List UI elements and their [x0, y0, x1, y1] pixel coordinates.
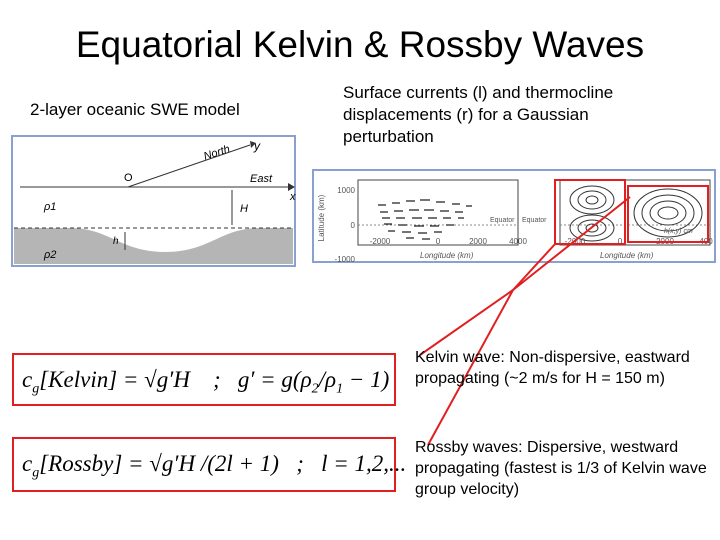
y-label: y — [253, 139, 261, 153]
equation-part: /ρ — [318, 367, 337, 392]
connector-lines — [419, 196, 631, 446]
equation-part: 1 — [336, 381, 344, 397]
equation-part: [Kelvin] = √g′H — [39, 367, 190, 392]
equation-part: c — [22, 367, 33, 392]
rho1-label: ρ1 — [43, 201, 56, 213]
x-label: x — [289, 191, 296, 203]
title: Equatorial Kelvin & Rossby Waves — [75, 24, 645, 65]
equation-part: c — [22, 451, 33, 476]
east-label: East — [250, 173, 273, 185]
equation-part: 2 — [311, 381, 319, 397]
equation-part: g — [32, 465, 40, 481]
equation-part: − 1) — [343, 367, 390, 392]
equation-part: l = 1,2,... — [321, 451, 407, 476]
x-tick: 0 — [436, 237, 441, 246]
wave-plots: Latitude (km) 1000 0 -1000 -2000 0 2000 … — [312, 169, 716, 264]
right-caption: Surface currents (l) and thermocline dis… — [343, 83, 614, 146]
x-tick: 0 — [618, 237, 623, 246]
rho2-label: ρ2 — [43, 249, 56, 261]
y-axis-title: Latitude (km) — [317, 194, 326, 241]
kelvin-text: Kelvin wave: Non-dispersive, eastward pr… — [415, 349, 690, 387]
depth-label: H — [240, 203, 248, 215]
left-caption: 2-layer oceanic SWE model — [30, 100, 240, 119]
rossby-equation: cg[Rossby] = √g′H /(2l + 1) ; l = 1,2,..… — [12, 437, 406, 492]
kelvin-equation: cg[Kelvin] = √g′H ; g′ = g(ρ2/ρ1 − 1) — [12, 353, 396, 406]
equation-part: [Rossby] = √g′H /(2l + 1) — [39, 451, 279, 476]
layer-diagram: North y O East x ρ1 H h ρ2 — [11, 135, 296, 267]
x-axis-title: Longitude (km) — [420, 251, 474, 260]
y-tick: 1000 — [337, 186, 355, 195]
x-tick: 2000 — [469, 237, 487, 246]
x-tick: -2000 — [370, 237, 391, 246]
h-label: h — [113, 236, 119, 247]
field-label: h(x,y) cm — [664, 228, 693, 235]
x-tick: 4000 — [509, 237, 527, 246]
x-axis-title: Longitude (km) — [600, 251, 654, 260]
equator-label: Equator — [490, 217, 515, 224]
equation-part: g′ = g(ρ — [237, 367, 312, 392]
y-tick: 0 — [351, 221, 356, 230]
equator-label: Equator — [522, 217, 547, 224]
equation-part: g — [32, 381, 40, 397]
equation-part: ; — [212, 367, 221, 392]
origin-label: O — [124, 172, 133, 184]
equation-part: ; — [296, 451, 304, 476]
y-tick: -1000 — [335, 255, 356, 264]
rossby-text: Rossby waves: Dispersive, westward propa… — [415, 439, 707, 498]
